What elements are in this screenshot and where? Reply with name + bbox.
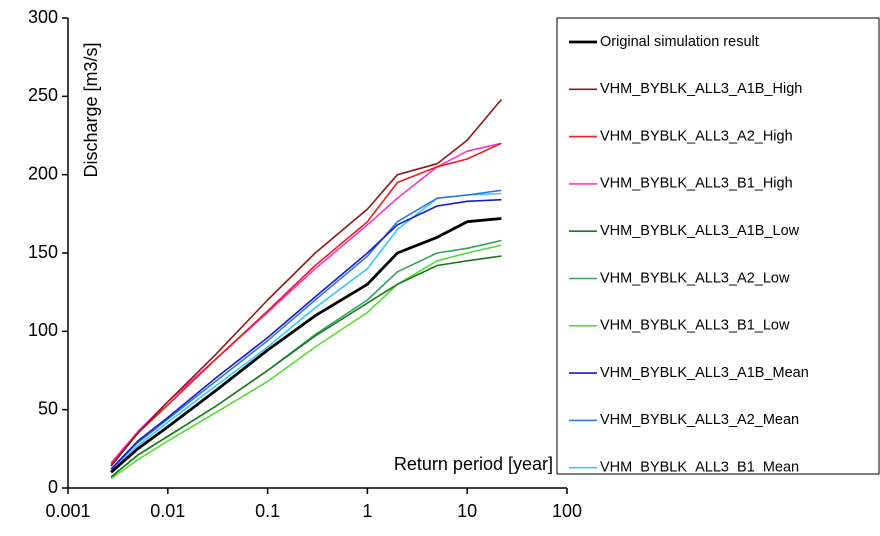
legend-label: VHM_BYBLK_ALL3_A2_Low (600, 270, 790, 286)
y-tick-label: 50 (38, 398, 58, 418)
y-tick-label: 250 (28, 85, 58, 105)
legend-label: VHM_BYBLK_ALL3_B1_High (600, 176, 793, 192)
y-tick-label: 0 (48, 477, 58, 497)
legend-label: VHM_BYBLK_ALL3_A2_Mean (600, 412, 799, 428)
legend-label: VHM_BYBLK_ALL3_A2_High (600, 128, 793, 144)
legend-label: VHM_BYBLK_ALL3_A1B_Low (600, 223, 800, 239)
series-line (110, 217, 502, 474)
x-axis-label: Return period [year] (394, 454, 553, 474)
series-line (110, 142, 502, 466)
y-tick-label: 100 (28, 320, 58, 340)
x-tick-label: 0.01 (150, 501, 185, 521)
y-tick-label: 150 (28, 242, 58, 262)
legend-label: VHM_BYBLK_ALL3_B1_Mean (600, 460, 799, 476)
y-axis-label: Discharge [m3/s] (81, 42, 101, 177)
x-tick-label: 100 (552, 501, 582, 521)
legend-label: VHM_BYBLK_ALL3_A1B_High (600, 81, 802, 97)
series-line (110, 98, 503, 467)
y-tick-label: 300 (28, 7, 58, 27)
series-line (110, 189, 502, 470)
legend-label: Original simulation result (600, 34, 759, 50)
x-tick-label: 0.1 (255, 501, 280, 521)
series-line (110, 244, 502, 480)
x-tick-label: 0.001 (45, 501, 90, 521)
legend-label: VHM_BYBLK_ALL3_A1B_Mean (600, 365, 809, 381)
legend-box (556, 17, 880, 475)
series-line (110, 255, 502, 478)
series-line (110, 198, 502, 470)
x-tick-label: 10 (457, 501, 477, 521)
legend-label: VHM_BYBLK_ALL3_B1_Low (600, 318, 790, 334)
x-tick-label: 1 (362, 501, 372, 521)
y-tick-label: 200 (28, 163, 58, 183)
